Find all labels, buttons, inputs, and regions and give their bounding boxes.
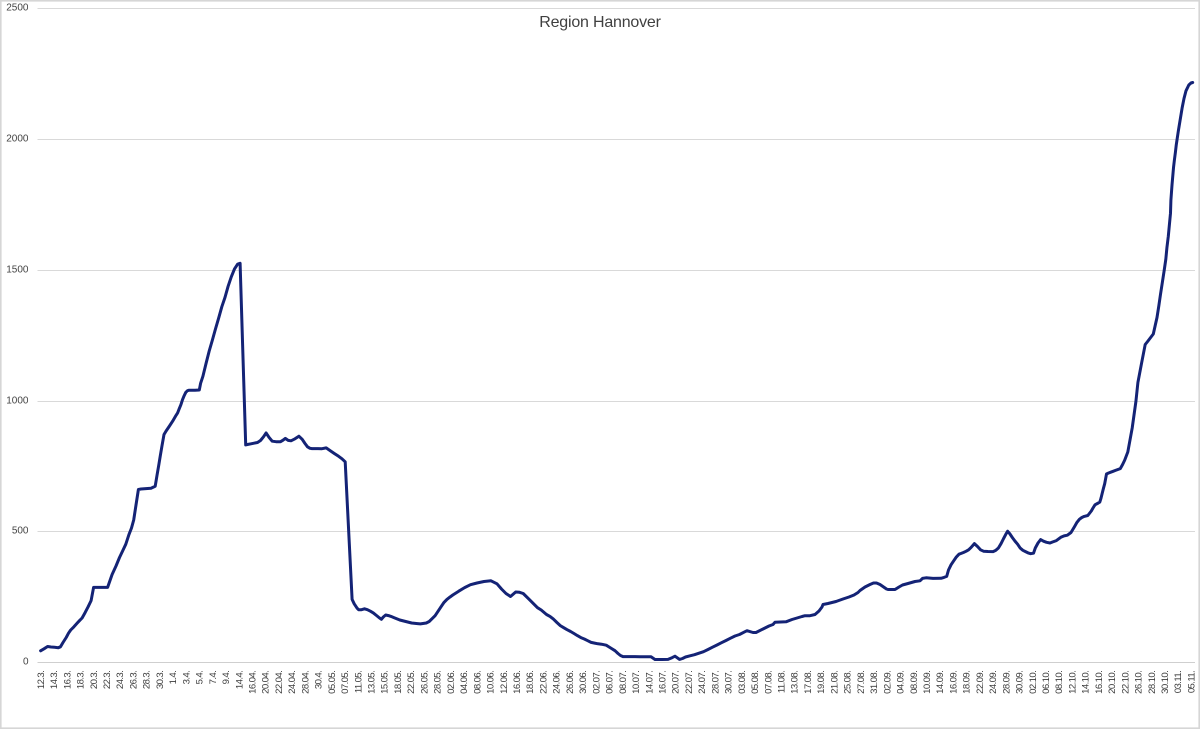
svg-text:11.05.: 11.05. <box>353 671 364 693</box>
svg-text:08.09.: 08.09. <box>909 671 920 694</box>
svg-text:12.06.: 12.06. <box>499 671 510 694</box>
svg-text:16.09.: 16.09. <box>948 671 959 694</box>
svg-text:11.08.: 11.08. <box>777 671 788 693</box>
svg-text:30.07.: 30.07. <box>724 671 735 694</box>
svg-text:18.09.: 18.09. <box>962 671 973 694</box>
svg-text:28.05.: 28.05. <box>433 671 444 694</box>
svg-text:12.3.: 12.3. <box>36 671 47 689</box>
svg-text:04.09.: 04.09. <box>896 671 907 694</box>
svg-text:10.07.: 10.07. <box>631 671 642 694</box>
svg-text:03.08.: 03.08. <box>737 671 748 694</box>
svg-text:31.08.: 31.08. <box>869 671 880 694</box>
svg-text:16.10.: 16.10. <box>1094 671 1105 694</box>
svg-text:18.06.: 18.06. <box>525 671 536 694</box>
svg-text:26.10.: 26.10. <box>1134 671 1145 694</box>
svg-text:17.08.: 17.08. <box>803 671 814 694</box>
svg-text:04.06.: 04.06. <box>459 671 470 694</box>
svg-text:7.4.: 7.4. <box>208 671 219 685</box>
svg-text:30.10.: 30.10. <box>1160 671 1171 694</box>
svg-text:22.10.: 22.10. <box>1120 671 1131 694</box>
svg-text:30.06.: 30.06. <box>578 671 589 694</box>
svg-text:15.05.: 15.05. <box>380 671 391 694</box>
svg-text:02.06.: 02.06. <box>446 671 457 694</box>
svg-text:Region Hannover: Region Hannover <box>539 14 661 31</box>
svg-text:0: 0 <box>23 657 29 668</box>
svg-text:28.10.: 28.10. <box>1147 671 1158 694</box>
svg-text:06.10.: 06.10. <box>1041 671 1052 694</box>
svg-text:26.3.: 26.3. <box>129 671 140 689</box>
svg-text:08.07.: 08.07. <box>618 671 629 694</box>
svg-text:14.3.: 14.3. <box>49 671 60 689</box>
svg-text:13.05.: 13.05. <box>367 671 378 694</box>
svg-text:07.05.: 07.05. <box>340 671 351 694</box>
svg-text:12.10.: 12.10. <box>1068 671 1079 694</box>
svg-text:19.08.: 19.08. <box>816 671 827 694</box>
svg-text:5.4.: 5.4. <box>195 671 206 685</box>
svg-text:08.06.: 08.06. <box>472 671 483 694</box>
svg-text:14.09.: 14.09. <box>935 671 946 694</box>
svg-text:22.05.: 22.05. <box>406 671 417 694</box>
svg-text:02.09.: 02.09. <box>882 671 893 694</box>
svg-text:16.07.: 16.07. <box>658 671 669 694</box>
svg-text:3.4.: 3.4. <box>181 671 192 685</box>
svg-text:26.05.: 26.05. <box>419 671 430 694</box>
svg-text:16.04.: 16.04. <box>248 671 259 694</box>
svg-text:30.4.: 30.4. <box>314 671 325 689</box>
svg-text:24.3.: 24.3. <box>115 671 126 689</box>
svg-text:30.3.: 30.3. <box>155 671 166 689</box>
svg-text:26.06.: 26.06. <box>565 671 576 694</box>
svg-text:16.3.: 16.3. <box>62 671 73 689</box>
svg-text:22.04.: 22.04. <box>274 671 285 694</box>
svg-text:22.06.: 22.06. <box>539 671 550 694</box>
svg-text:24.06.: 24.06. <box>552 671 563 694</box>
svg-text:21.08.: 21.08. <box>829 671 840 694</box>
svg-text:18.3.: 18.3. <box>76 671 87 689</box>
svg-text:08.10.: 08.10. <box>1054 671 1065 694</box>
svg-text:24.09.: 24.09. <box>988 671 999 694</box>
svg-text:25.08.: 25.08. <box>843 671 854 694</box>
svg-text:10.06.: 10.06. <box>486 671 497 694</box>
svg-text:27.08.: 27.08. <box>856 671 867 694</box>
svg-text:20.04.: 20.04. <box>261 671 272 694</box>
svg-text:06.07.: 06.07. <box>605 671 616 694</box>
svg-text:9.4.: 9.4. <box>221 671 232 685</box>
svg-text:28.07.: 28.07. <box>710 671 721 694</box>
svg-text:2000: 2000 <box>6 134 29 145</box>
svg-text:14.4.: 14.4. <box>234 671 245 689</box>
svg-text:02.10.: 02.10. <box>1028 671 1039 694</box>
svg-text:07.08.: 07.08. <box>763 671 774 694</box>
svg-text:20.3.: 20.3. <box>89 671 100 689</box>
svg-text:10.09.: 10.09. <box>922 671 933 694</box>
svg-text:28.09.: 28.09. <box>1001 671 1012 694</box>
svg-text:24.04.: 24.04. <box>287 671 298 694</box>
svg-text:02.07.: 02.07. <box>591 671 602 694</box>
svg-text:16.06.: 16.06. <box>512 671 523 694</box>
svg-text:20.10.: 20.10. <box>1107 671 1118 694</box>
svg-text:1.4.: 1.4. <box>168 671 179 685</box>
svg-text:22.09.: 22.09. <box>975 671 986 694</box>
svg-text:18.05.: 18.05. <box>393 671 404 694</box>
svg-text:28.3.: 28.3. <box>142 671 153 689</box>
svg-text:22.07.: 22.07. <box>684 671 695 694</box>
svg-text:14.07.: 14.07. <box>644 671 655 694</box>
svg-text:22.3.: 22.3. <box>102 671 113 689</box>
svg-text:14.10.: 14.10. <box>1081 671 1092 694</box>
svg-text:28.04.: 28.04. <box>300 671 311 694</box>
svg-text:05.05.: 05.05. <box>327 671 338 694</box>
svg-text:1500: 1500 <box>6 265 29 276</box>
svg-text:03.11.: 03.11. <box>1173 671 1184 693</box>
svg-text:13.08.: 13.08. <box>790 671 801 694</box>
svg-text:1000: 1000 <box>6 396 29 407</box>
svg-text:20.07.: 20.07. <box>671 671 682 694</box>
svg-text:24.07.: 24.07. <box>697 671 708 694</box>
svg-text:2500: 2500 <box>6 3 29 14</box>
svg-text:500: 500 <box>12 526 29 537</box>
svg-text:05.11.: 05.11. <box>1187 671 1198 693</box>
svg-text:30.09.: 30.09. <box>1015 671 1026 694</box>
svg-text:05.08.: 05.08. <box>750 671 761 694</box>
